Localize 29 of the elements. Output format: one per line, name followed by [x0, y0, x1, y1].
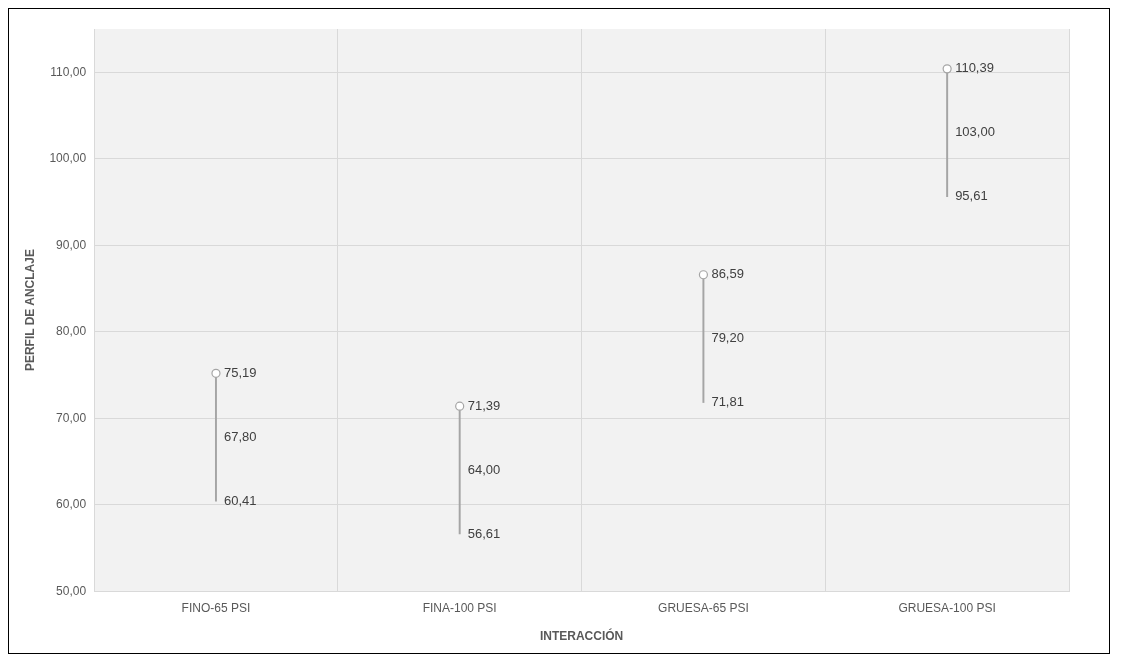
- y-tick-label: 70,00: [56, 410, 87, 425]
- y-tick-label: 100,00: [49, 151, 87, 166]
- annotation: 67,80: [223, 428, 257, 444]
- data-label: 110,39: [955, 60, 994, 76]
- y-tick-label: 110,00: [50, 64, 87, 79]
- x-tick-label: FINA-100 PSI: [422, 600, 497, 615]
- x-axis-title: INTERACCIÓN: [539, 628, 624, 644]
- point: [698, 270, 709, 280]
- data-label: 86,59: [711, 266, 744, 282]
- y-tick-label: 50,00: [56, 583, 87, 598]
- y-tick-label: 80,00: [56, 324, 87, 339]
- annotation: 79,20: [711, 330, 744, 346]
- annotation: 103,00: [955, 124, 995, 140]
- y-tick-label: 60,00: [56, 497, 87, 512]
- data-label: 71,39: [467, 397, 501, 413]
- annotation: 56,61: [467, 525, 501, 541]
- point: [942, 64, 952, 74]
- x-tick-label: GRUESA-100 PSI: [898, 600, 996, 615]
- annotation: 60,41: [223, 492, 257, 508]
- annotation: 64,00: [467, 461, 501, 477]
- annotation: 95,61: [955, 188, 988, 204]
- point: [455, 401, 465, 411]
- x-tick-label: FINO-65 PSI: [181, 600, 251, 615]
- y-tick-label: 90,00: [56, 237, 87, 252]
- x-tick-label: GRUESA-65 PSI: [658, 600, 749, 615]
- annotation: 71,81: [711, 394, 744, 410]
- point: [211, 368, 221, 378]
- y-axis-title: PERFIL DE ANCLAJE: [22, 249, 37, 372]
- data-label: 75,19: [223, 364, 257, 380]
